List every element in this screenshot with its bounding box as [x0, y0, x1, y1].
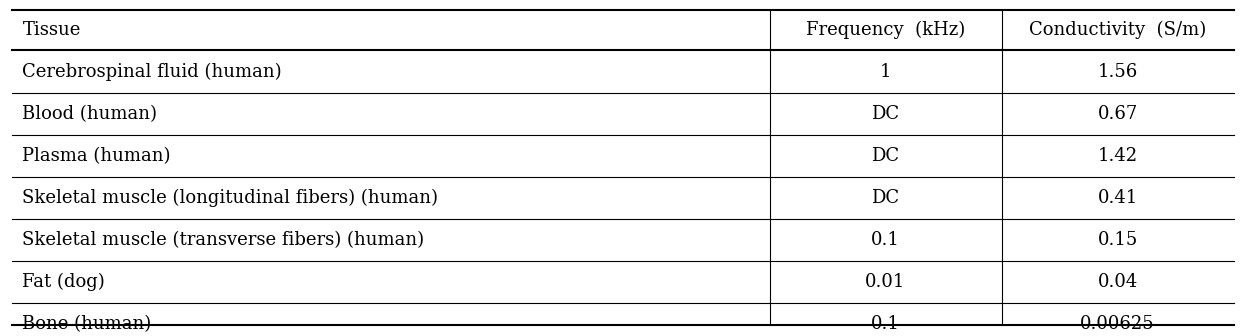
Text: 1: 1: [880, 62, 891, 81]
Text: 1.42: 1.42: [1098, 147, 1138, 165]
Text: Plasma (human): Plasma (human): [22, 147, 171, 165]
Text: 0.41: 0.41: [1098, 189, 1138, 207]
Text: Skeletal muscle (longitudinal fibers) (human): Skeletal muscle (longitudinal fibers) (h…: [22, 189, 439, 207]
Text: 0.67: 0.67: [1098, 105, 1138, 123]
Text: DC: DC: [871, 189, 900, 207]
Text: Skeletal muscle (transverse fibers) (human): Skeletal muscle (transverse fibers) (hum…: [22, 231, 425, 249]
Text: 0.04: 0.04: [1098, 273, 1138, 291]
Text: Tissue: Tissue: [22, 21, 81, 39]
Text: DC: DC: [871, 147, 900, 165]
Text: 0.00625: 0.00625: [1080, 316, 1155, 334]
Text: 0.1: 0.1: [871, 231, 900, 249]
Text: 0.1: 0.1: [871, 316, 900, 334]
Text: Bone (human): Bone (human): [22, 316, 152, 334]
Text: 0.01: 0.01: [865, 273, 906, 291]
Text: Blood (human): Blood (human): [22, 105, 157, 123]
Text: 0.15: 0.15: [1098, 231, 1138, 249]
Text: DC: DC: [871, 105, 900, 123]
Text: Fat (dog): Fat (dog): [22, 273, 105, 291]
Text: 1.56: 1.56: [1098, 62, 1138, 81]
Text: Conductivity  (S/m): Conductivity (S/m): [1029, 21, 1206, 39]
Text: Frequency  (kHz): Frequency (kHz): [806, 21, 966, 39]
Text: Cerebrospinal fluid (human): Cerebrospinal fluid (human): [22, 62, 282, 81]
